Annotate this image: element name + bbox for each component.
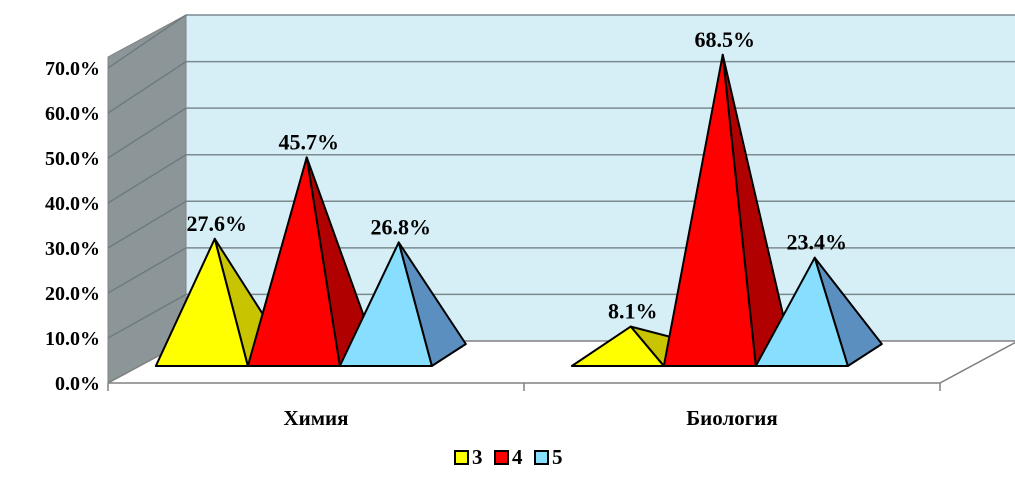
data-label: 23.4% bbox=[786, 230, 847, 255]
data-label: 8.1% bbox=[608, 299, 658, 324]
legend-label: 3 bbox=[472, 445, 483, 469]
data-label: 45.7% bbox=[278, 129, 339, 154]
gridline-side bbox=[107, 60, 187, 114]
data-label: 27.6% bbox=[186, 211, 247, 236]
y-axis: 0.0% 10.0% 20.0% 30.0% 40.0% 50.0% 60.0% 70.0% bbox=[45, 58, 100, 395]
legend-label: 5 bbox=[552, 445, 563, 469]
pyramid-front bbox=[662, 53, 757, 367]
y-tick-label: 0.0% bbox=[55, 373, 100, 395]
y-tick-label: 70.0% bbox=[45, 58, 100, 80]
y-tick-label: 10.0% bbox=[45, 328, 100, 350]
pyramid-front bbox=[754, 256, 849, 367]
data-labels: 27.6% 45.7% 26.8% 8.1% 68.5% 23.4% bbox=[186, 27, 847, 324]
legend: 3 4 5 bbox=[454, 445, 563, 469]
pyramids bbox=[154, 53, 883, 367]
pyramid-front bbox=[246, 156, 341, 367]
gridline-side bbox=[107, 14, 187, 69]
data-label: 68.5% bbox=[694, 27, 755, 52]
data-label: 26.8% bbox=[370, 214, 431, 239]
pyramid-front bbox=[154, 237, 249, 367]
y-tick-label: 40.0% bbox=[45, 193, 100, 215]
x-axis: Химия Биология bbox=[107, 383, 941, 430]
y-tick-label: 50.0% bbox=[45, 148, 100, 170]
y-tick-label: 20.0% bbox=[45, 283, 100, 305]
pyramid-front bbox=[338, 241, 433, 367]
legend-label: 4 bbox=[512, 445, 523, 469]
pyramid-front bbox=[570, 325, 665, 367]
legend-swatch bbox=[494, 450, 509, 465]
y-tick-label: 60.0% bbox=[45, 103, 100, 125]
legend-swatch bbox=[534, 450, 549, 465]
gridline-side bbox=[107, 247, 187, 294]
gridline-side bbox=[107, 200, 187, 249]
category-label: Химия bbox=[283, 406, 348, 430]
gridline-side bbox=[107, 293, 187, 339]
category-label: Биология bbox=[686, 406, 778, 430]
gridline-side bbox=[107, 107, 187, 159]
legend-swatch bbox=[454, 450, 469, 465]
gridline-side bbox=[107, 154, 187, 204]
y-tick-label: 30.0% bbox=[45, 238, 100, 260]
